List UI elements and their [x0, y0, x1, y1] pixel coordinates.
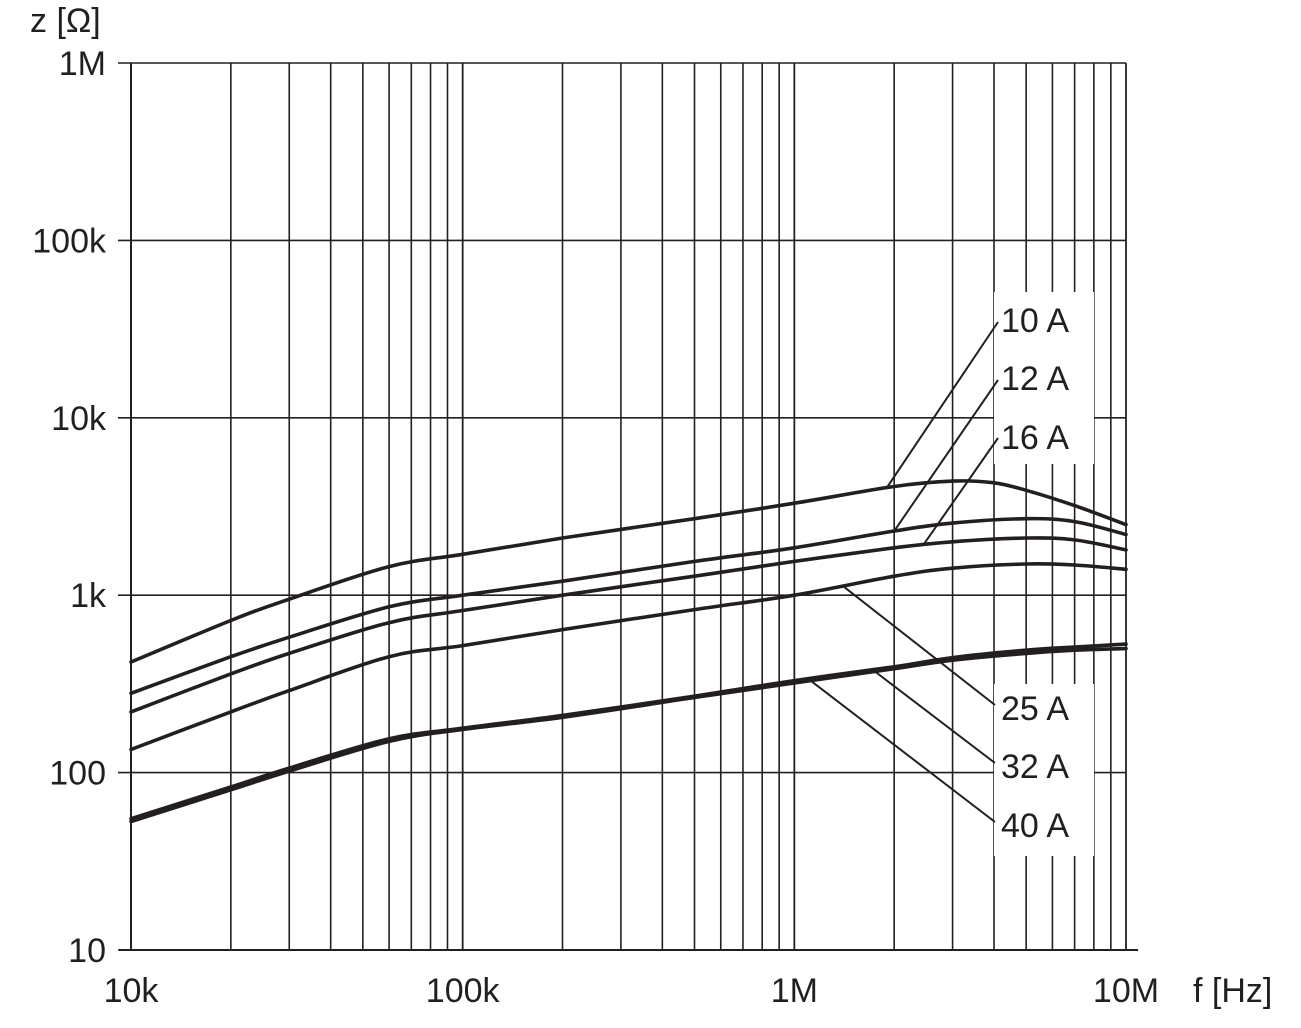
series-labels: 10 A 12 A 16 A 25 A 32 A 40 A	[807, 292, 1094, 856]
x-axis-title: f [Hz]	[1193, 972, 1272, 1010]
leader-line	[807, 677, 996, 823]
y-tick-label: 1M	[59, 45, 106, 83]
series-label: 40 A	[1001, 807, 1069, 845]
x-tick-label: 100k	[426, 972, 501, 1010]
leader-line	[842, 585, 996, 706]
leader-line	[922, 437, 999, 546]
y-tick-label: 100	[49, 755, 106, 793]
leader-line	[893, 379, 999, 532]
series-lines	[129, 479, 1128, 824]
label-backdrop-lower	[994, 684, 1094, 856]
series-label: 32 A	[1001, 748, 1069, 786]
x-tick-label: 10M	[1093, 972, 1159, 1010]
grid	[118, 62, 1127, 951]
x-tick-label: 10k	[104, 972, 160, 1010]
tick-labels: 10 100 1k 10k 100k 1M 10k 100k 1M 10M	[32, 45, 1159, 1010]
series-line-40a	[129, 642, 1128, 821]
series-label: 16 A	[1001, 419, 1069, 457]
series-label: 10 A	[1001, 302, 1069, 340]
x-tick-label: 1M	[771, 972, 818, 1010]
y-tick-label: 100k	[32, 222, 107, 260]
y-tick-label: 10k	[51, 400, 107, 438]
y-tick-label: 1k	[70, 577, 107, 615]
leader-line	[885, 321, 999, 489]
series-line-10a	[129, 479, 1128, 664]
leader-line	[874, 670, 996, 764]
label-backdrop-upper	[994, 292, 1094, 464]
series-line-16a	[129, 536, 1128, 714]
series-label: 12 A	[1001, 360, 1069, 398]
series-line-25a	[129, 561, 1128, 752]
y-tick-label: 10	[68, 932, 106, 970]
series-label: 25 A	[1001, 690, 1069, 728]
plot-frame	[119, 63, 1138, 951]
y-axis-title: z [Ω]	[30, 2, 101, 40]
series-line-32a	[129, 646, 1128, 824]
series-line-12a	[129, 516, 1128, 696]
